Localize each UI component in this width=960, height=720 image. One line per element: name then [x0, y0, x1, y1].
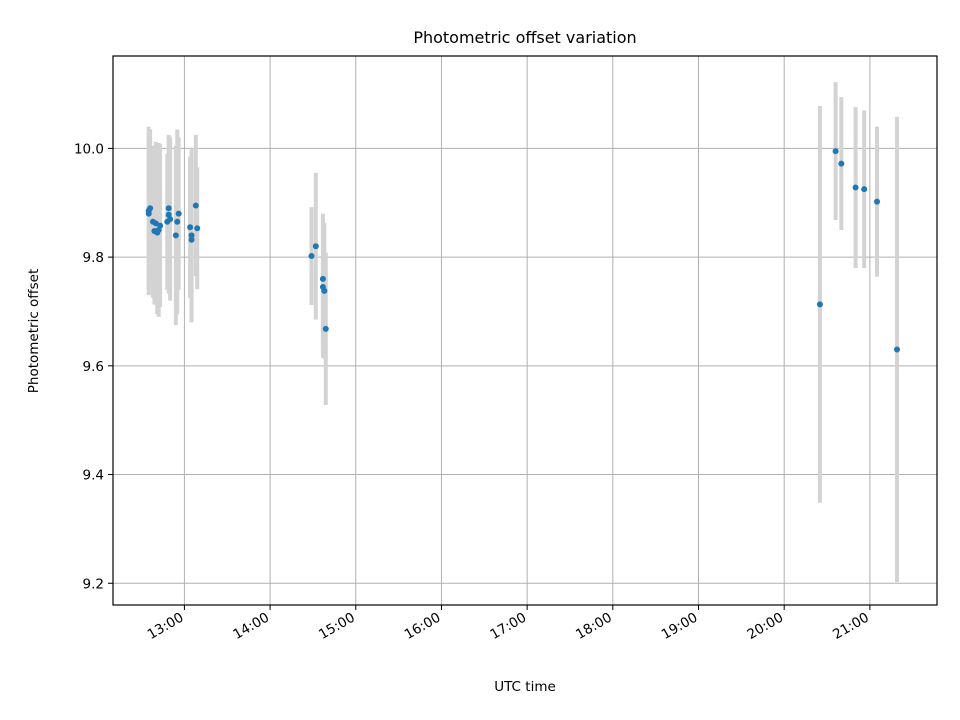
x-tick-label: 19:00: [659, 610, 701, 643]
y-tick-label: 10.0: [74, 141, 104, 157]
y-tick-label: 9.6: [83, 359, 104, 375]
data-point: [165, 205, 172, 212]
data-point: [894, 346, 901, 353]
data-point: [312, 243, 319, 250]
data-point: [816, 301, 823, 308]
data-point: [319, 275, 326, 282]
x-tick-label: 20:00: [745, 610, 787, 643]
data-point: [322, 325, 329, 332]
x-tick-label: 15:00: [316, 610, 358, 643]
data-point: [308, 253, 315, 260]
data-point: [874, 198, 881, 205]
data-point: [832, 148, 839, 155]
data-points: [145, 148, 901, 353]
data-point: [188, 232, 195, 239]
data-point: [175, 210, 182, 217]
y-axis-label: Photometric offset: [26, 269, 42, 393]
data-point: [174, 218, 181, 225]
error-bars: [146, 82, 900, 583]
data-point: [194, 225, 201, 232]
data-point: [838, 160, 845, 167]
data-point: [861, 186, 868, 193]
x-axis-label: UTC time: [494, 679, 556, 695]
grid: [113, 56, 937, 605]
data-point: [187, 224, 194, 231]
x-axis-ticks: 13:00 14:00 15:00 16:00 17:00 18:00 19:00 20:00…: [145, 605, 872, 643]
data-point: [167, 216, 174, 223]
x-tick-label: 14:00: [230, 610, 272, 643]
data-point: [188, 236, 195, 243]
x-tick-label: 18:00: [573, 610, 615, 643]
x-tick-label: 17:00: [487, 610, 529, 643]
chart-title: Photometric offset variation: [413, 28, 636, 47]
y-tick-label: 9.4: [83, 468, 104, 484]
data-point: [192, 202, 199, 209]
y-tick-label: 9.8: [83, 250, 104, 266]
x-tick-label: 21:00: [830, 610, 872, 643]
data-point: [147, 205, 154, 212]
plot-frame: [112, 55, 938, 606]
y-axis-ticks: 9.2 9.4 9.6 9.8 10.0: [74, 141, 113, 592]
data-point: [852, 184, 859, 191]
x-tick-label: 16:00: [402, 610, 444, 643]
data-point: [157, 222, 164, 229]
data-point: [321, 287, 328, 294]
x-tick-label: 13:00: [145, 610, 187, 643]
y-tick-label: 9.2: [83, 576, 104, 592]
data-point: [172, 232, 179, 239]
